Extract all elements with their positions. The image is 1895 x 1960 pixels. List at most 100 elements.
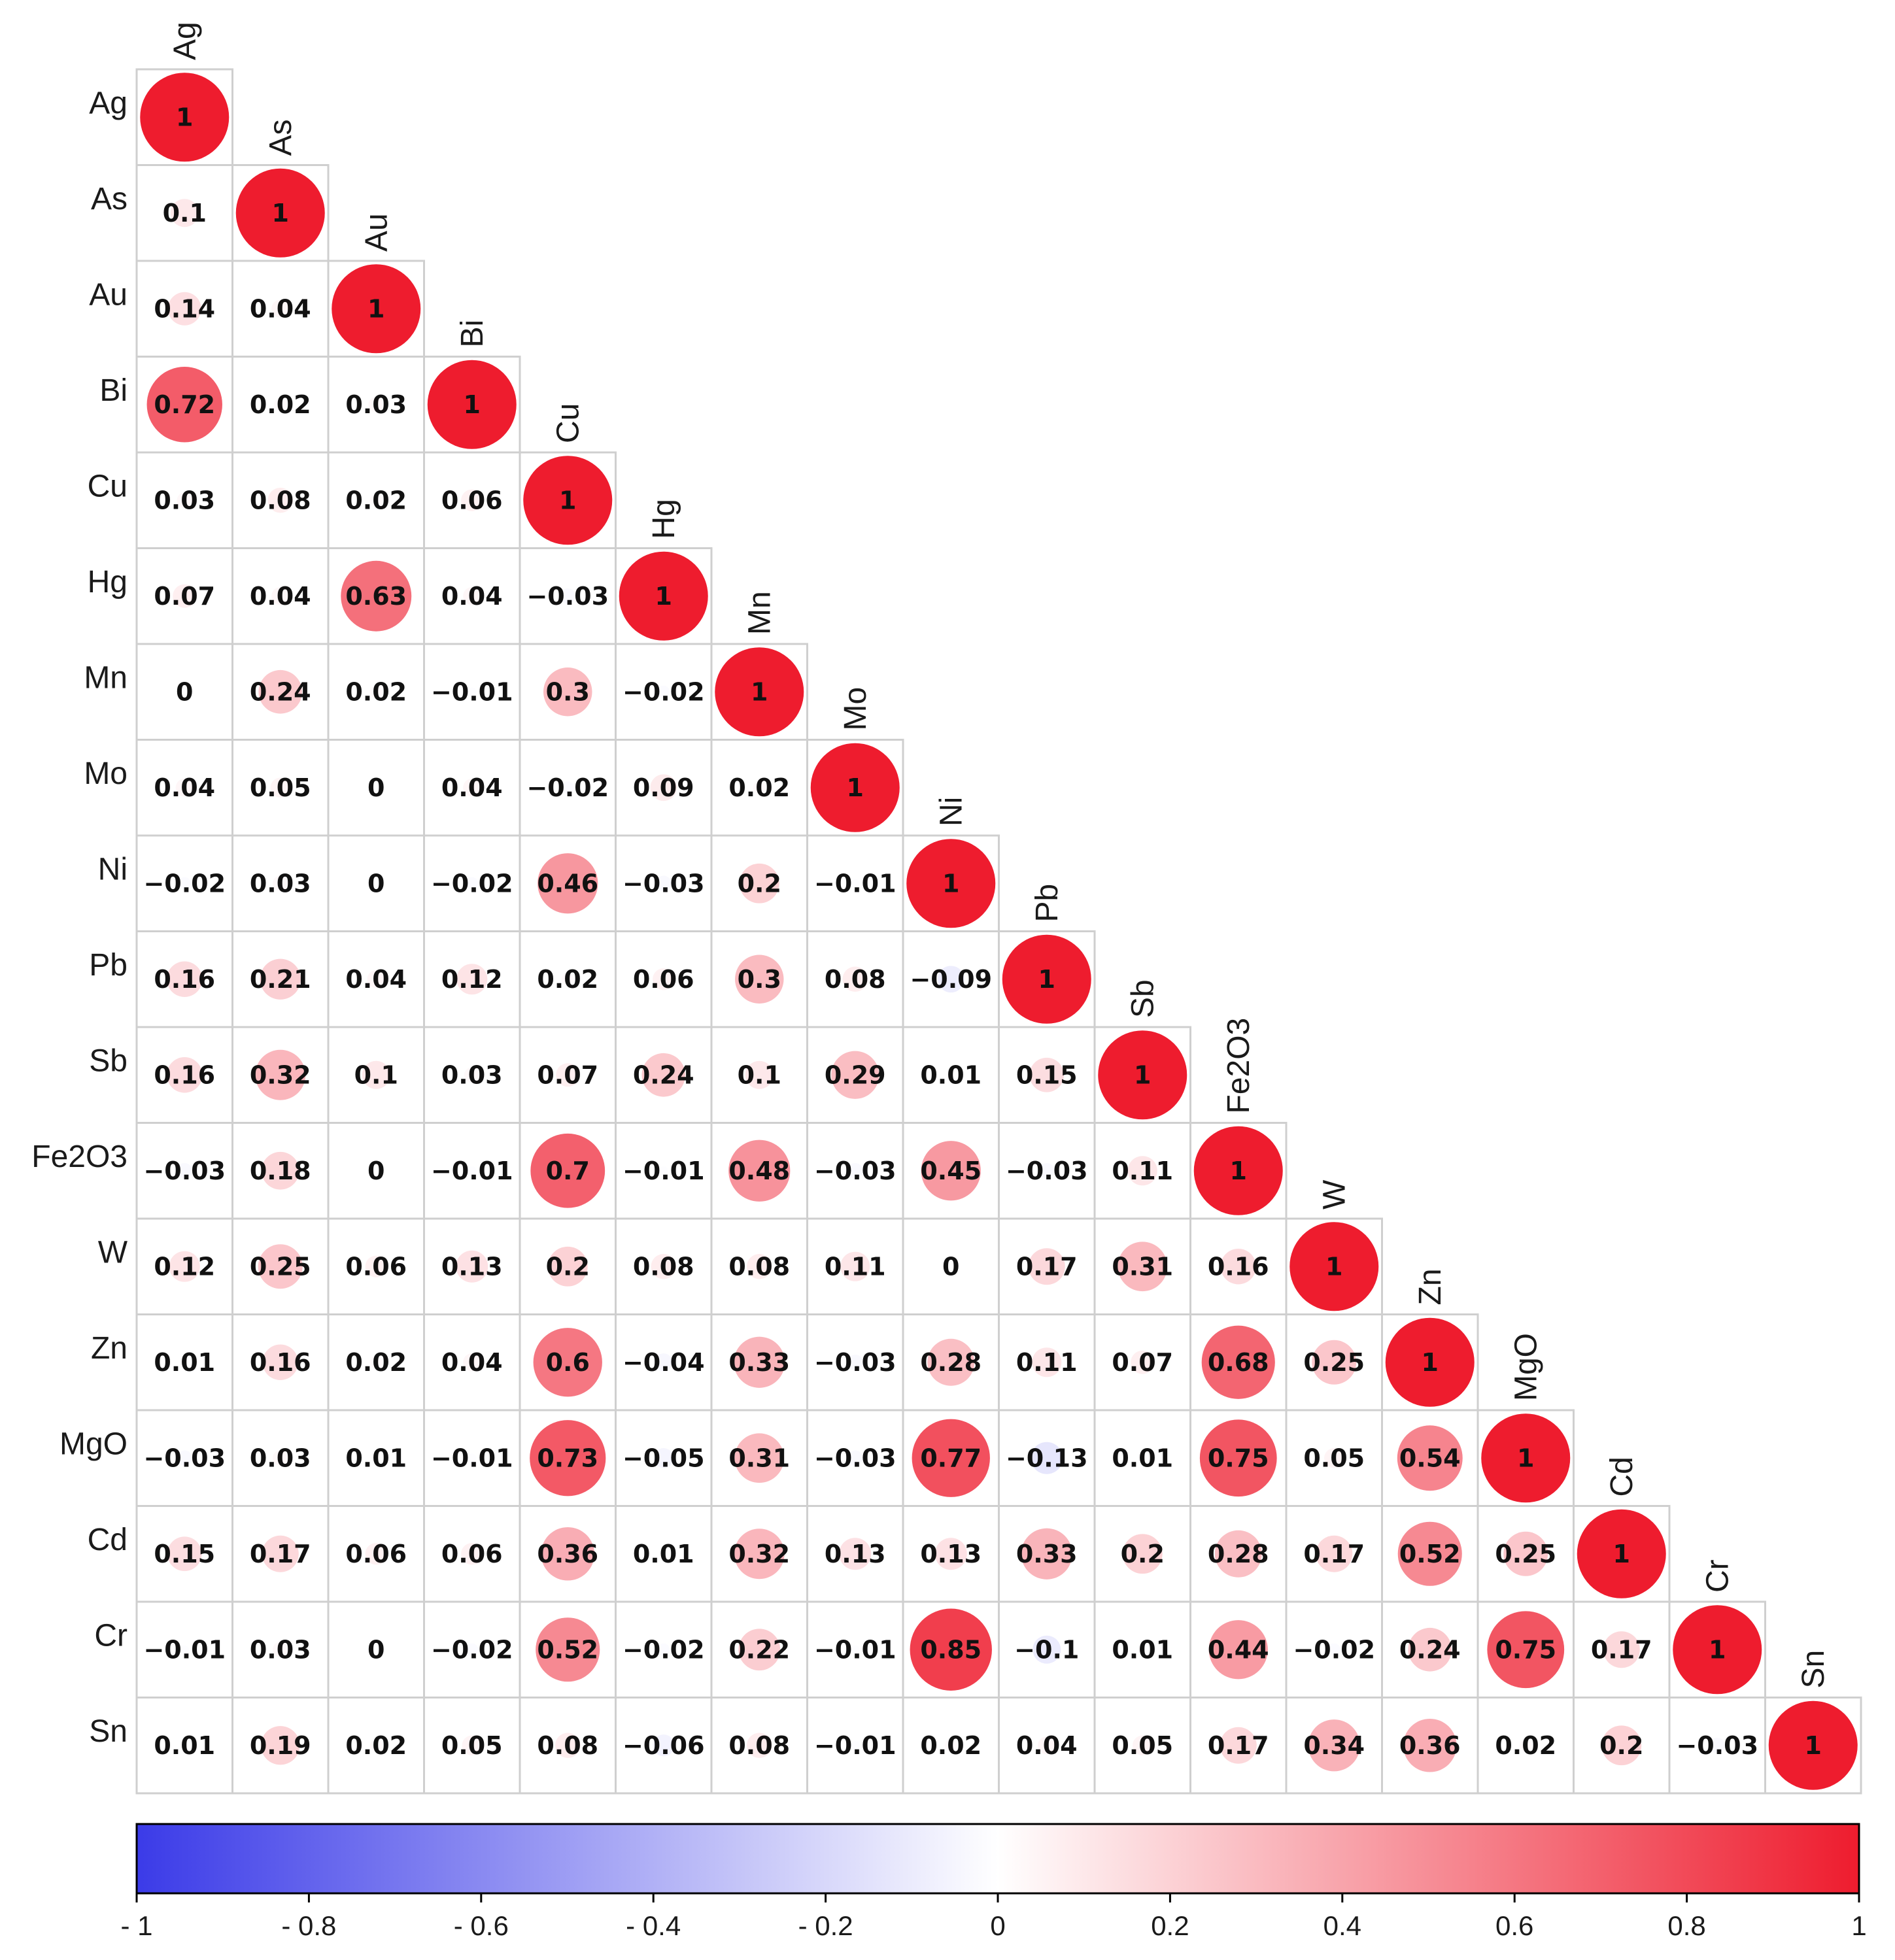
value-Cd-Pb: 0.33: [1016, 1540, 1078, 1568]
value-Mo-As: 0.05: [250, 773, 311, 802]
circle-Sn-Sb: [1133, 1735, 1153, 1755]
circle-Cr-As: [272, 1642, 288, 1658]
value-Mo-Mo: 1: [847, 773, 864, 802]
circle-Sn-Cr: [1709, 1737, 1726, 1753]
value-MgO-Sb: 0.01: [1112, 1444, 1173, 1472]
circle-Cd-Zn: [1397, 1521, 1462, 1586]
colorbar-tick-label: 0.4: [1323, 1910, 1361, 1941]
value-Sb-Au: 0.1: [354, 1060, 398, 1089]
cell-Cr-Au: [327, 1600, 425, 1698]
circle-Cd-Fe2O3: [1214, 1530, 1262, 1578]
col-label-As: As: [264, 119, 298, 156]
circle-Bi-Ag: [146, 367, 222, 443]
value-Sb-Ni: 0.01: [920, 1060, 982, 1089]
value-W-Sb: 0.31: [1112, 1252, 1173, 1281]
value-Sn-Hg: −0.06: [623, 1731, 705, 1760]
circle-Pb-Ag: [167, 961, 203, 997]
circle-Cd-Ag: [167, 1536, 202, 1572]
circle-W-Cu: [547, 1246, 588, 1287]
circle-Mo-Bi: [463, 779, 481, 797]
value-W-As: 0.25: [250, 1252, 311, 1281]
value-W-Au: 0.06: [345, 1252, 407, 1281]
circle-Mo-Cu: [561, 781, 574, 794]
circle-Pb-Au: [367, 970, 385, 988]
row-label-Cd: Cd: [88, 1523, 128, 1557]
value-Sn-Sn: 1: [1805, 1731, 1822, 1760]
value-Cd-Au: 0.06: [345, 1540, 407, 1568]
value-Pb-As: 0.21: [250, 965, 311, 994]
circle-Pb-Ni: [937, 966, 965, 993]
value-Fe2O3-Ni: 0.45: [920, 1157, 982, 1185]
circle-Ni-Bi: [466, 877, 479, 890]
circle-Mn-As: [258, 669, 303, 714]
value-Ni-Ni: 1: [942, 869, 959, 898]
value-Fe2O3-Mo: −0.03: [814, 1157, 896, 1185]
circle-Cr-Ni: [910, 1608, 992, 1691]
circle-Sn-Ag: [180, 1740, 190, 1750]
circle-Cr-Cu: [536, 1617, 600, 1682]
circle-Sn-Bi: [462, 1735, 482, 1755]
value-Bi-Ag: 0.72: [154, 390, 215, 419]
circle-MgO-Ni: [912, 1419, 990, 1497]
circle-Sn-MgO: [1519, 1739, 1532, 1752]
value-W-Mn: 0.08: [728, 1252, 790, 1281]
circle-MgO-As: [272, 1450, 288, 1466]
value-Cr-As: 0.03: [250, 1635, 311, 1664]
circle-Cu-Au: [369, 494, 383, 507]
row-label-Fe2O3: Fe2O3: [31, 1140, 128, 1174]
value-Sn-Bi: 0.05: [441, 1731, 503, 1760]
value-Fe2O3-Sb: 0.11: [1112, 1157, 1173, 1185]
circle-Ni-As: [272, 875, 288, 892]
value-Fe2O3-Cu: 0.7: [546, 1157, 590, 1185]
value-Sn-Fe2O3: 0.17: [1208, 1731, 1269, 1760]
circle-Pb-Mn: [735, 955, 784, 1004]
circle-Fe2O3-Ag: [177, 1162, 193, 1179]
circle-Cd-Sb: [1122, 1534, 1163, 1574]
circle-Cr-MgO: [1487, 1611, 1565, 1689]
value-Fe2O3-Au: 0: [367, 1157, 384, 1185]
value-Cr-MgO: 0.75: [1495, 1635, 1556, 1664]
circle-W-W: [1289, 1222, 1379, 1311]
circle-Sn-As: [261, 1726, 300, 1765]
row-label-Sb: Sb: [89, 1043, 128, 1078]
circle-Cr-Hg: [657, 1643, 670, 1656]
col-label-Fe2O3: Fe2O3: [1221, 1018, 1256, 1114]
value-Hg-Cu: −0.03: [526, 582, 609, 611]
circle-Cd-Pb: [1021, 1528, 1072, 1580]
value-Zn-Zn: 1: [1422, 1348, 1439, 1377]
value-Pb-Au: 0.04: [345, 965, 407, 994]
value-W-Ni: 0: [942, 1252, 959, 1281]
value-Fe2O3-Hg: −0.01: [623, 1157, 705, 1185]
circle-Fe2O3-Sb: [1127, 1156, 1157, 1186]
value-Sn-Ni: 0.02: [920, 1731, 982, 1760]
value-Cr-Cd: 0.17: [1591, 1635, 1652, 1664]
value-Bi-Au: 0.03: [345, 390, 407, 419]
value-Zn-Fe2O3: 0.68: [1208, 1348, 1269, 1377]
value-Mo-Hg: 0.09: [633, 773, 694, 802]
value-Cr-W: −0.02: [1293, 1635, 1375, 1664]
col-label-Mn: Mn: [742, 591, 777, 635]
value-Mo-Mn: 0.02: [728, 773, 790, 802]
row-label-Mo: Mo: [84, 756, 128, 791]
value-Pb-Ag: 0.16: [154, 965, 215, 994]
row-label-Mn: Mn: [84, 660, 128, 695]
circle-Sb-Cu: [556, 1063, 580, 1087]
value-Hg-Ag: 0.07: [154, 582, 215, 611]
circle-W-Mn: [747, 1254, 772, 1279]
circle-Sb-Bi: [464, 1067, 480, 1083]
row-label-Zn: Zn: [91, 1331, 128, 1366]
value-Mn-Au: 0.02: [345, 677, 407, 706]
circle-Zn-Mn: [734, 1336, 785, 1388]
circle-Ag-Ag: [140, 73, 230, 162]
circle-Au-Au: [332, 264, 421, 354]
value-Cr-Ag: −0.01: [143, 1635, 226, 1664]
col-label-MgO: MgO: [1509, 1333, 1543, 1401]
correlation-values: 10.1 10.14 0.04 10.72 0.02 0.03 10.03 0.08 0.02 0…: [143, 103, 1822, 1760]
value-Cr-Mo: −0.01: [814, 1635, 896, 1664]
circle-Sn-Mo: [850, 1740, 860, 1750]
value-MgO-Zn: 0.54: [1399, 1444, 1461, 1472]
value-Hg-Hg: 1: [655, 582, 672, 611]
colorbar-tick-label: - 1: [120, 1910, 152, 1941]
value-Fe2O3-Pb: −0.03: [1006, 1157, 1088, 1185]
